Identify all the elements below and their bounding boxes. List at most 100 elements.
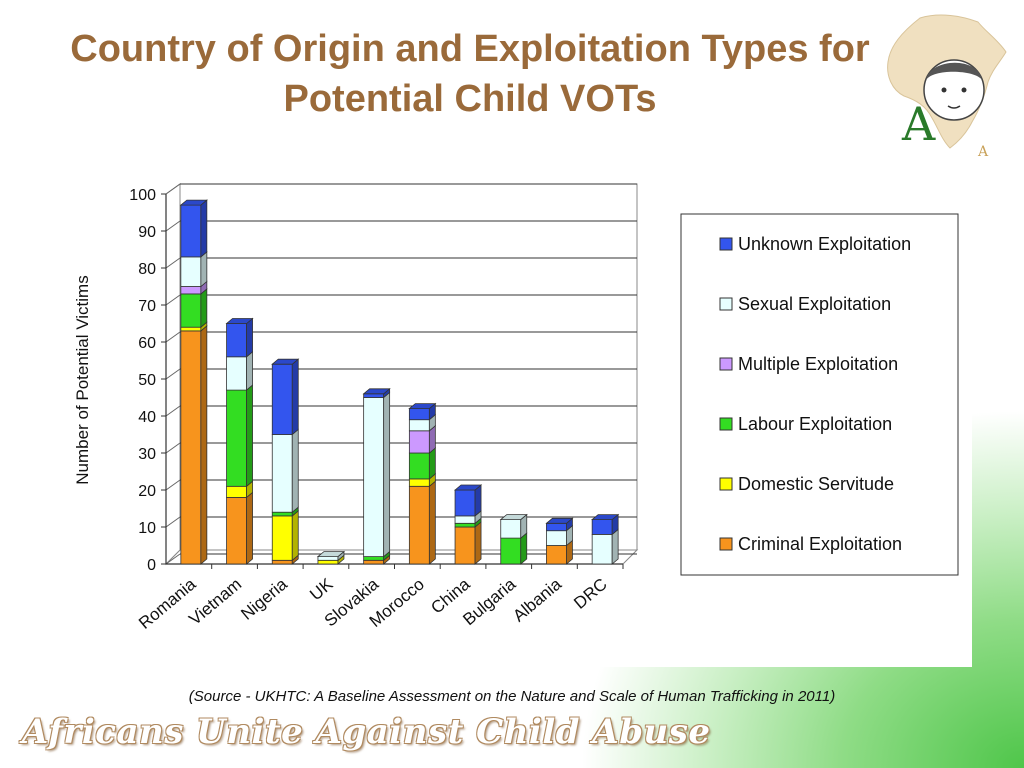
bar-stack-uk bbox=[316, 550, 346, 565]
bar-top bbox=[271, 358, 300, 365]
bar-top bbox=[591, 514, 620, 520]
x-tick-label: UK bbox=[306, 574, 337, 604]
legend-item: Sexual Exploitation bbox=[719, 294, 891, 314]
bar-segment bbox=[363, 393, 385, 398]
bar-segment bbox=[271, 363, 293, 435]
x-tick-label: Romania bbox=[135, 574, 200, 633]
legend-label: Unknown Exploitation bbox=[738, 234, 911, 254]
bar-segment bbox=[226, 389, 247, 487]
x-tick-label: Bulgaria bbox=[459, 574, 519, 629]
bar-segment-side bbox=[474, 521, 482, 565]
legend-item: Criminal Exploitation bbox=[719, 534, 902, 554]
y-tick-label: 0 bbox=[147, 557, 156, 574]
bar-segment bbox=[454, 515, 476, 524]
bar-stack-nigeria bbox=[271, 358, 300, 565]
stacked-bar-chart: 0 10 20 30 40 50 60 70 80 90 100 RomaniaVietnamNig… bbox=[73, 183, 959, 633]
bar-segment bbox=[180, 330, 202, 565]
legend-swatch bbox=[719, 537, 733, 551]
x-tick-label: Albania bbox=[509, 574, 565, 625]
bar-segment bbox=[408, 485, 430, 565]
y-tick-label: 10 bbox=[138, 520, 156, 537]
legend-box bbox=[680, 213, 959, 576]
bar-segment-side bbox=[428, 480, 436, 565]
y-tick-label: 100 bbox=[129, 187, 156, 204]
bar-segment bbox=[454, 489, 476, 517]
bar-segment bbox=[317, 556, 339, 561]
bar-stack-bulgaria bbox=[499, 513, 528, 565]
legend: Unknown Exploitation Sexual Exploitation M… bbox=[680, 213, 959, 576]
grid-layer bbox=[164, 183, 639, 566]
y-axis-label: Number of Potential Victims bbox=[73, 275, 92, 484]
y-tick-label: 40 bbox=[138, 409, 156, 426]
legend-item: Multiple Exploitation bbox=[719, 354, 898, 374]
bar-segment-side bbox=[200, 325, 208, 565]
gridline-side bbox=[165, 368, 181, 380]
bar-segment bbox=[180, 293, 202, 328]
legend-swatch bbox=[719, 477, 733, 491]
bar-stack-romania bbox=[179, 199, 208, 565]
bar-top bbox=[316, 551, 346, 557]
bar-stack-vietnam bbox=[225, 317, 254, 565]
gridline-side bbox=[165, 442, 181, 454]
y-tick-label: 90 bbox=[138, 224, 156, 241]
legend-item: Labour Exploitation bbox=[719, 414, 892, 434]
bar-segment-side bbox=[246, 384, 253, 488]
bar-segment bbox=[271, 559, 293, 565]
bar-segment-side bbox=[291, 510, 299, 562]
bar-segment-side bbox=[200, 251, 208, 288]
bar-top bbox=[225, 318, 254, 324]
bar-segment bbox=[408, 419, 430, 432]
legend-label: Multiple Exploitation bbox=[738, 354, 898, 374]
legend-item: Unknown Exploitation bbox=[719, 234, 911, 254]
bar-segment bbox=[546, 545, 567, 565]
bar-segment bbox=[271, 434, 293, 513]
bar-segment bbox=[454, 526, 476, 565]
bar-segment bbox=[591, 519, 613, 535]
bar-segment bbox=[226, 323, 247, 358]
legend-swatch bbox=[719, 417, 733, 431]
bar-top bbox=[453, 484, 483, 491]
bar-segment bbox=[408, 452, 430, 480]
bar-segment-side bbox=[200, 288, 208, 329]
bar-segment bbox=[546, 522, 567, 532]
bar-segment bbox=[180, 204, 202, 258]
y-tick-label: 60 bbox=[138, 335, 156, 352]
bar-segment-side bbox=[291, 358, 299, 436]
legend-swatch bbox=[719, 357, 733, 371]
bar-segment bbox=[180, 256, 202, 287]
footer-slogan: Africans Unite Against Child Abuse bbox=[22, 712, 711, 752]
legend-swatch bbox=[719, 237, 733, 251]
bar-segment bbox=[408, 408, 430, 421]
gridline-side bbox=[165, 331, 181, 343]
child-face bbox=[923, 59, 985, 121]
bar-stack-slovakia bbox=[362, 387, 391, 565]
legend-label: Labour Exploitation bbox=[738, 414, 892, 434]
bar-segment-side bbox=[246, 317, 253, 358]
bar-segment bbox=[408, 430, 430, 454]
bar-segment-side bbox=[611, 528, 619, 565]
logo-africa-child: A A bbox=[887, 14, 1007, 160]
bar-segment bbox=[180, 326, 202, 332]
legend-label: Criminal Exploitation bbox=[738, 534, 902, 554]
bar-stack-china bbox=[453, 484, 483, 565]
gridline-side bbox=[165, 516, 181, 528]
bar-top bbox=[179, 199, 208, 206]
bar-segment bbox=[226, 496, 247, 565]
source-note: (Source - UKHTC: A Baseline Assessment o… bbox=[188, 688, 836, 705]
bar-segment-side bbox=[291, 428, 299, 514]
bar-segment bbox=[546, 530, 567, 546]
y-tick-label: 80 bbox=[138, 261, 156, 278]
legend-swatch bbox=[719, 297, 733, 311]
legend-item: Domestic Servitude bbox=[719, 474, 894, 494]
bar-top bbox=[545, 517, 574, 524]
x-tick-label: DRC bbox=[570, 575, 610, 613]
bar-segment bbox=[500, 537, 522, 565]
bar-segment-side bbox=[200, 199, 208, 258]
bar-layer bbox=[179, 199, 620, 565]
x-tick-label: Nigeria bbox=[237, 574, 291, 624]
logo-letter: A bbox=[901, 97, 936, 151]
bar-segment bbox=[226, 356, 247, 391]
logo-letter-small: A bbox=[977, 144, 989, 160]
bar-segment bbox=[226, 485, 247, 498]
